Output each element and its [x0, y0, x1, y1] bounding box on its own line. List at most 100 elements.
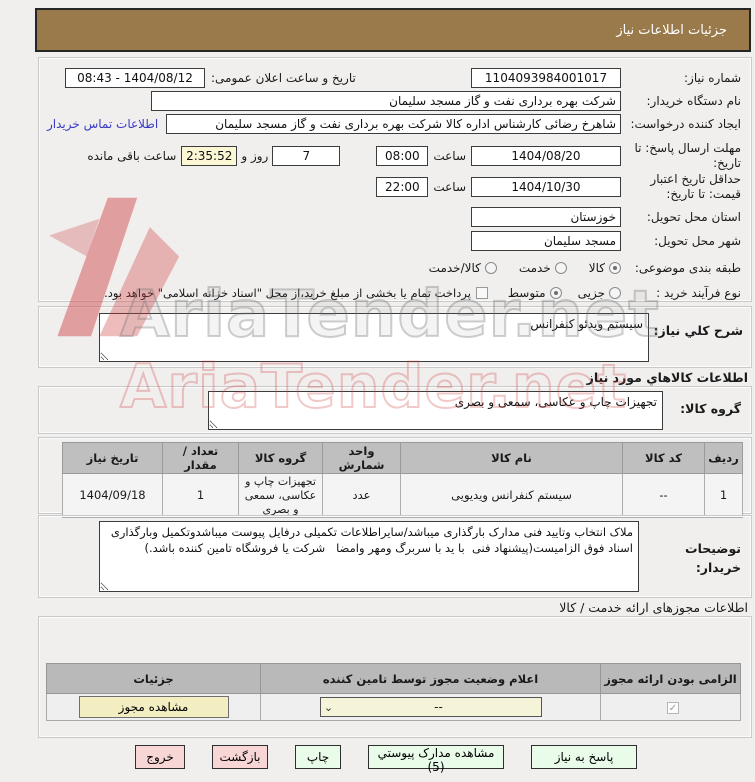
process-type-label: نوع فرآیند خرید : [656, 285, 741, 300]
need-description-label: شرح کلي نیاز: [653, 323, 743, 338]
answer-need-button[interactable]: پاسخ به نیاز [531, 745, 637, 769]
page-title-text: جزئیات اطلاعات نیاز [616, 22, 727, 38]
col-need-date: تاریخ نیاز [62, 442, 163, 474]
classification-label: طبقه بندی موضوعی: [634, 260, 741, 275]
buyer-org-field[interactable] [151, 91, 621, 111]
goods-table: ردیف کد کالا نام کالا واحد شمارش گروه کا… [62, 442, 743, 519]
col-permit-required: الزامی بودن ارائه مجوز [600, 663, 741, 694]
radio-goods[interactable] [609, 262, 621, 274]
buyer-notes-label-line2: خریدار: [695, 559, 741, 575]
radio-medium-label: متوسط [507, 286, 546, 300]
cell-goods-name: سیستم کنفرانس ویدیویی [400, 472, 623, 519]
announce-datetime-field[interactable] [65, 68, 205, 88]
permits-table: الزامی بودن ارائه مجوز اعلام وضعیت مجوز … [46, 663, 741, 721]
permits-groupbox: الزامی بودن ارائه مجوز اعلام وضعیت مجوز … [38, 616, 752, 738]
exit-button[interactable]: خروج [135, 745, 185, 769]
chevron-down-icon: ⌄ [323, 700, 334, 714]
col-quantity: تعداد / مقدار [162, 442, 239, 474]
need-description-groupbox: شرح کلي نیاز: سیستم ویدئو کنفرانس [38, 306, 752, 368]
need-number-field[interactable] [471, 68, 621, 88]
col-goods-name: نام کالا [400, 442, 623, 474]
goods-group-groupbox: گروه کالا: تجهیزات چاپ و عکاسی، سمعی و ب… [38, 386, 752, 434]
page-title: جزئیات اطلاعات نیاز [35, 8, 751, 52]
radio-medium[interactable] [549, 287, 562, 299]
cell-permit-required: ✓ [600, 693, 741, 721]
treasury-checkbox-label: پرداخت تمام یا بخشی از مبلغ خرید،از محل … [104, 286, 471, 300]
goods-table-header-row: ردیف کد کالا نام کالا واحد شمارش گروه کا… [62, 442, 743, 474]
col-goods-code: کد کالا [622, 442, 705, 474]
need-number-label: شماره نیاز: [684, 70, 741, 85]
back-button[interactable]: بازگشت [212, 745, 268, 769]
print-button[interactable]: چاپ [295, 745, 341, 769]
row-response-deadline: مهلت ارسال پاسخ: تا تاریخ: ساعت روز و سا… [47, 141, 741, 171]
permits-section-header: اطلاعات مجوزهای ارائه خدمت / کالا [559, 600, 748, 615]
need-info-groupbox: شماره نیاز: تاریخ و ساعت اعلان عمومی: نا… [38, 57, 752, 302]
cell-row-number: 1 [704, 472, 743, 519]
row-process-type: نوع فرآیند خرید : جزیی متوسط پرداخت تمام… [47, 284, 741, 302]
permit-required-checkbox[interactable]: ✓ [667, 702, 679, 714]
city-label: شهر محل تحویل: [654, 233, 741, 248]
price-validity-date-field[interactable] [471, 177, 621, 197]
province-field[interactable] [471, 207, 621, 227]
treasury-checkbox[interactable] [475, 287, 488, 299]
remaining-time-field[interactable] [181, 146, 238, 166]
col-permit-status: اعلام وضعیت مجوز توسط تامین کننده [260, 663, 601, 694]
buyer-contact-link[interactable]: اطلاعات تماس خریدار [47, 117, 159, 131]
radio-goods-service[interactable] [484, 262, 497, 274]
cell-quantity: 1 [162, 472, 239, 519]
remaining-days-field[interactable] [272, 146, 341, 166]
row-request-creator: ایجاد کننده درخواست: اطلاعات تماس خریدار [47, 114, 741, 134]
request-creator-field[interactable] [166, 114, 621, 134]
response-deadline-date-field[interactable] [471, 146, 621, 166]
goods-table-groupbox: ردیف کد کالا نام کالا واحد شمارش گروه کا… [38, 437, 752, 519]
province-label: استان محل تحویل: [646, 209, 741, 224]
request-creator-label: ایجاد کننده درخواست: [630, 116, 741, 131]
goods-group-textarea[interactable]: تجهیزات چاپ و عکاسی، سمعی و بصری [208, 391, 663, 430]
radio-partial[interactable] [609, 287, 621, 299]
response-deadline-hour-label: ساعت [433, 149, 466, 163]
price-validity-hour-label: ساعت [433, 180, 466, 194]
permits-table-row: ✓ -- ⌄ مشاهده مجوز [46, 693, 741, 721]
col-unit: واحد شمارش [322, 442, 401, 474]
radio-partial-label: جزیی [577, 286, 605, 300]
view-attachments-button[interactable]: مشاهده مدارک پیوستي (5) [368, 745, 504, 774]
col-row-number: ردیف [704, 442, 743, 474]
buyer-notes-label: توضیحات خریدار: [653, 540, 741, 578]
cell-goods-code: -- [622, 472, 705, 519]
goods-section-header: اطلاعات کالاهاي مورد نیاز [586, 370, 748, 385]
buyer-notes-textarea[interactable]: ملاک انتخاب وتایید فنی مدارک بارگذاری می… [99, 521, 639, 592]
response-deadline-label: مهلت ارسال پاسخ: تا تاریخ: [634, 141, 741, 170]
row-classification: طبقه بندی موضوعی: کالا خدمت کالا/خدمت [47, 260, 741, 276]
goods-table-row: 1 -- سیستم کنفرانس ویدیویی عدد تجهیزات چ… [62, 472, 743, 519]
city-field[interactable] [471, 231, 621, 251]
response-deadline-time-field[interactable] [376, 146, 429, 166]
remaining-days-label: روز و [241, 149, 269, 163]
price-validity-label: حداقل تاریخ اعتبار قیمت: تا تاریخ: [650, 172, 741, 201]
remaining-time-label: ساعت باقی مانده [87, 149, 177, 163]
permit-status-select[interactable]: -- ⌄ [319, 697, 542, 717]
permits-table-header-row: الزامی بودن ارائه مجوز اعلام وضعیت مجوز … [46, 663, 741, 694]
price-validity-time-field[interactable] [376, 177, 429, 197]
announce-datetime-label: تاریخ و ساعت اعلان عمومی: [211, 71, 356, 85]
col-goods-group: گروه کالا [238, 442, 323, 474]
row-province: استان محل تحویل: [47, 207, 741, 227]
radio-goods-service-label: کالا/خدمت [428, 261, 481, 275]
cell-permit-status: -- ⌄ [260, 693, 601, 721]
radio-service[interactable] [554, 262, 567, 274]
buyer-org-label: نام دستگاه خریدار: [646, 93, 742, 108]
col-permit-details: جزئیات [46, 663, 261, 694]
row-need-number: شماره نیاز: تاریخ و ساعت اعلان عمومی: [47, 68, 741, 88]
view-permit-button[interactable]: مشاهده مجوز [78, 696, 229, 718]
need-description-textarea[interactable]: سیستم ویدئو کنفرانس [99, 313, 649, 362]
goods-group-label: گروه کالا: [680, 401, 741, 416]
buyer-notes-label-line1: توضیحات [685, 541, 741, 556]
row-price-validity: حداقل تاریخ اعتبار قیمت: تا تاریخ: ساعت [47, 172, 741, 201]
row-city: شهر محل تحویل: [47, 231, 741, 251]
cell-permit-details: مشاهده مجوز [46, 693, 261, 721]
radio-goods-label: کالا [588, 261, 605, 275]
radio-service-label: خدمت [518, 261, 551, 275]
cell-need-date: 1404/09/18 [62, 472, 163, 519]
footer-buttons: پاسخ به نیاز مشاهده مدارک پیوستي (5) چاپ… [135, 745, 637, 774]
permit-status-value: -- [434, 700, 443, 714]
